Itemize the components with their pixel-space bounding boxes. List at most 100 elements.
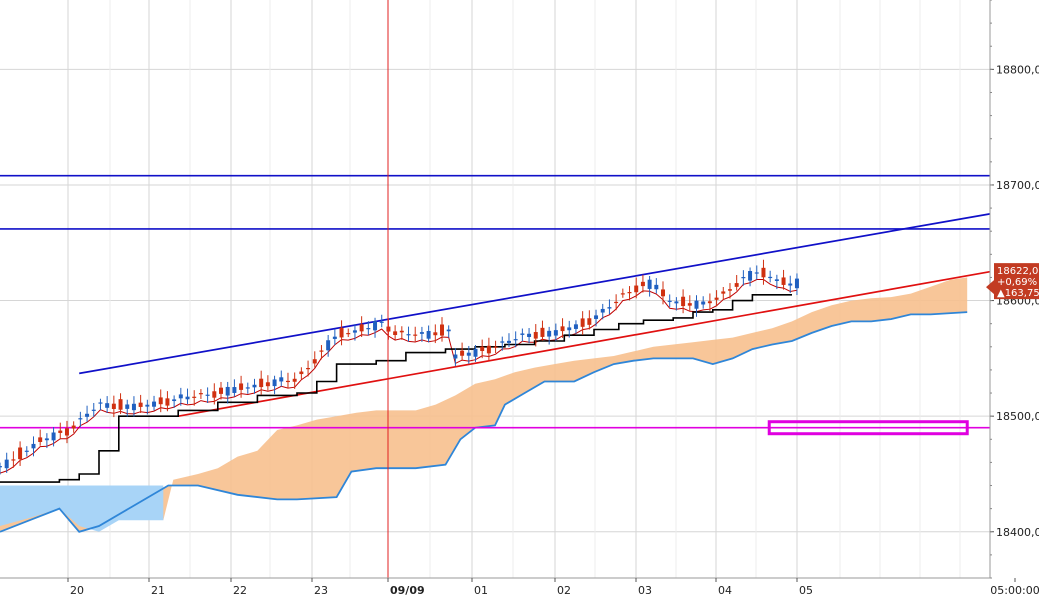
- candle-body: [580, 318, 585, 327]
- candle-body: [44, 438, 49, 441]
- candle-body: [794, 278, 799, 289]
- candle-body: [426, 330, 431, 339]
- candle-body: [145, 404, 150, 407]
- candle-body: [654, 284, 659, 290]
- candle-body: [118, 399, 123, 410]
- candle-body: [419, 332, 424, 334]
- candle-body: [185, 396, 190, 400]
- candle-body: [446, 329, 451, 332]
- candle-body: [192, 396, 197, 398]
- badge-pointer: [986, 280, 994, 295]
- candle-body: [547, 330, 552, 337]
- candle-body: [285, 380, 290, 383]
- kijun-sen-line: [0, 294, 792, 483]
- candle-body: [614, 301, 619, 304]
- candle-body: [225, 386, 230, 396]
- candle-body: [265, 382, 270, 387]
- candle-body: [466, 352, 471, 356]
- horizontal-lines: [0, 174, 990, 436]
- cloud-fill-bullish: [0, 277, 968, 532]
- candle-body: [500, 341, 505, 343]
- candle-body: [18, 447, 23, 460]
- candle-body: [91, 409, 96, 411]
- candle-body: [299, 371, 304, 375]
- candle-body: [158, 397, 163, 405]
- candle-body: [413, 334, 418, 336]
- candle-body: [647, 279, 652, 289]
- candle-body: [172, 399, 177, 402]
- candle-body: [165, 398, 170, 406]
- candle-body: [788, 283, 793, 286]
- x-tick-label: 01: [474, 584, 488, 597]
- last-price-badge: 18622,00+0,69%▲163,75: [986, 263, 1039, 300]
- candle-body: [553, 330, 558, 336]
- candle-body: [781, 277, 786, 285]
- x-tick-label: 20: [70, 584, 84, 597]
- candle-body: [520, 333, 525, 335]
- candle-body: [98, 402, 103, 404]
- candle-body: [714, 297, 719, 300]
- x-tick-label: 22: [233, 584, 247, 597]
- candle-body: [573, 324, 578, 329]
- candle-body: [252, 384, 257, 388]
- badge-change-abs: ▲163,75: [997, 288, 1039, 299]
- candle-body: [440, 324, 444, 336]
- x-tick-label: 02: [557, 584, 571, 597]
- candle-body: [71, 425, 76, 429]
- candle-body: [734, 283, 739, 287]
- candle-body: [379, 321, 384, 323]
- x-tick-label: 23: [314, 584, 328, 597]
- candle-body: [761, 267, 766, 278]
- badge-change-pct: +0,69%: [997, 277, 1037, 288]
- candle-body: [493, 346, 498, 348]
- cloud-fill-bearish: [0, 485, 164, 532]
- candle-body: [326, 340, 331, 351]
- candle-body: [272, 379, 277, 387]
- candle-body: [38, 437, 43, 442]
- candle-body: [620, 293, 625, 295]
- candle-body: [406, 334, 411, 336]
- trendlines: [79, 213, 991, 417]
- senkou-span-b-line: [0, 311, 968, 533]
- candle-body: [460, 350, 465, 356]
- magenta-box: [767, 420, 969, 436]
- candle-body: [78, 418, 83, 420]
- x-tick-label: 05:00:00: [990, 584, 1039, 597]
- candle-body: [741, 277, 746, 279]
- y-tick-label: 18700,00: [996, 179, 1039, 192]
- candle-body: [594, 315, 599, 319]
- candle-body: [366, 328, 371, 330]
- candle-body: [198, 393, 203, 395]
- candle-body: [506, 340, 511, 343]
- candle-body: [567, 327, 572, 331]
- candle-body: [352, 330, 357, 333]
- candle-body: [51, 432, 56, 441]
- x-tick-label: 21: [151, 584, 165, 597]
- candle-body: [527, 333, 532, 337]
- y-tick-label: 18500,00: [996, 410, 1039, 423]
- candle-body: [212, 391, 217, 398]
- candle-body: [486, 345, 491, 354]
- candle-body: [667, 300, 672, 302]
- badge-price: 18622,00: [997, 266, 1039, 277]
- candle-body: [480, 346, 485, 352]
- candle-body: [768, 276, 773, 279]
- candle-body: [178, 394, 183, 399]
- candle-body: [453, 354, 458, 359]
- candles: [0, 259, 799, 475]
- x-tick-label: 04: [718, 584, 732, 597]
- candle-body: [152, 401, 157, 407]
- candle-body: [560, 326, 565, 332]
- candle-body: [774, 279, 779, 282]
- candle-body: [111, 403, 116, 410]
- candle-body: [433, 332, 438, 336]
- candle-body: [373, 321, 378, 331]
- candle-body: [205, 394, 210, 396]
- candle-body: [219, 387, 223, 394]
- candle-body: [707, 301, 712, 304]
- candle-body: [513, 339, 518, 341]
- ichimoku-cloud: [0, 277, 968, 533]
- ichimoku-lines: [0, 279, 798, 483]
